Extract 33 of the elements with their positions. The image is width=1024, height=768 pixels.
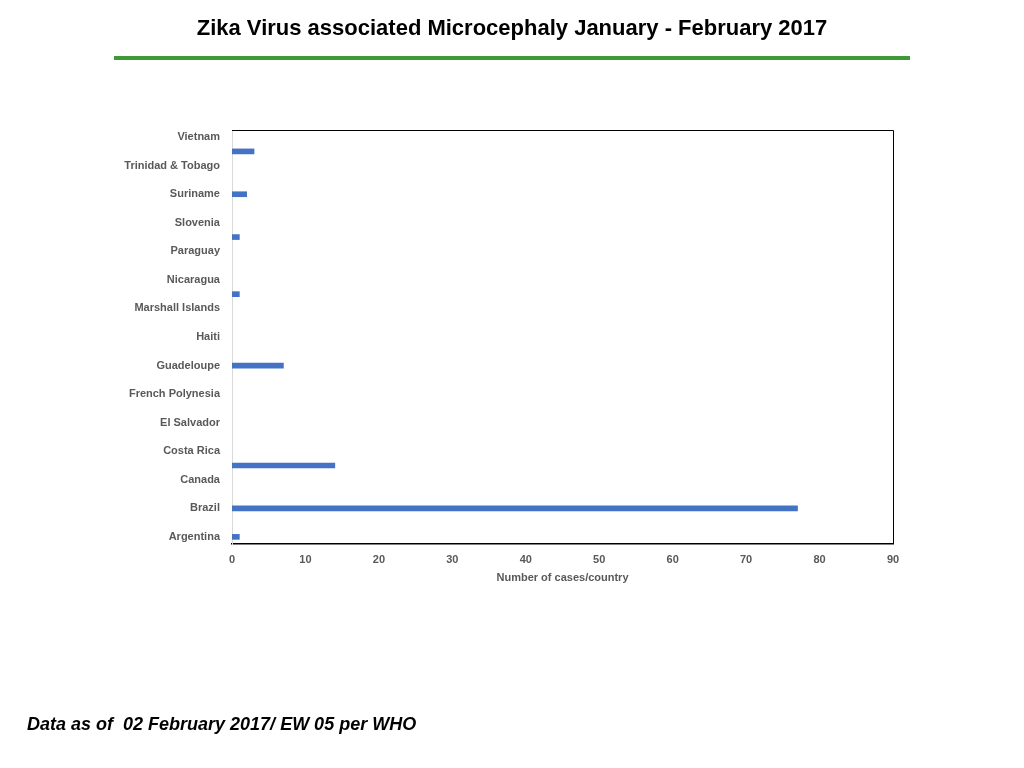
y-tick-label: Slovenia — [174, 215, 221, 228]
y-tick-label: Costa Rica — [163, 444, 221, 457]
y-tick-label: Suriname — [169, 187, 220, 200]
y-tick-label: Marshall Islands — [134, 301, 220, 314]
x-tick-label: 90 — [886, 552, 900, 565]
bar — [232, 234, 240, 240]
chart-title: Zika Virus associated Microcephaly January - February 2017 — [195, 14, 829, 42]
x-tick-label: 40 — [519, 552, 532, 565]
y-tick-label: Vietnam — [177, 130, 221, 143]
x-tick-label: 0 — [228, 552, 236, 565]
y-tick-label: Haiti — [196, 330, 220, 343]
x-tick-label: 30 — [446, 552, 459, 565]
x-tick-label: 60 — [666, 552, 679, 565]
x-tick-label: 70 — [739, 552, 753, 565]
bar — [232, 291, 240, 297]
y-tick-label: Canada — [180, 472, 221, 485]
y-tick-label: Trinidad & Tobago — [124, 158, 221, 171]
x-tick-label: 80 — [813, 552, 826, 565]
x-tick-label: 50 — [593, 552, 606, 565]
y-tick-label: El Salvador — [160, 415, 221, 428]
y-tick-label: Nicaragua — [166, 272, 221, 285]
bar — [232, 534, 240, 540]
y-tick-label: Argentina — [168, 529, 221, 542]
text: Data as of 02 February 2017/ EW 05 per WHO — [27, 713, 417, 736]
bar — [232, 505, 798, 512]
y-tick-label: Guadeloupe — [156, 358, 220, 371]
x-tick-label: 10 — [299, 552, 312, 565]
x-axis-title: Number of cases/country — [496, 571, 630, 584]
y-tick-label: Paraguay — [170, 244, 221, 257]
y-tick-label: Brazil — [190, 501, 220, 514]
bar — [232, 191, 248, 198]
y-tick-label: French Polynesia — [128, 387, 221, 400]
x-tick-label: 20 — [372, 552, 386, 565]
